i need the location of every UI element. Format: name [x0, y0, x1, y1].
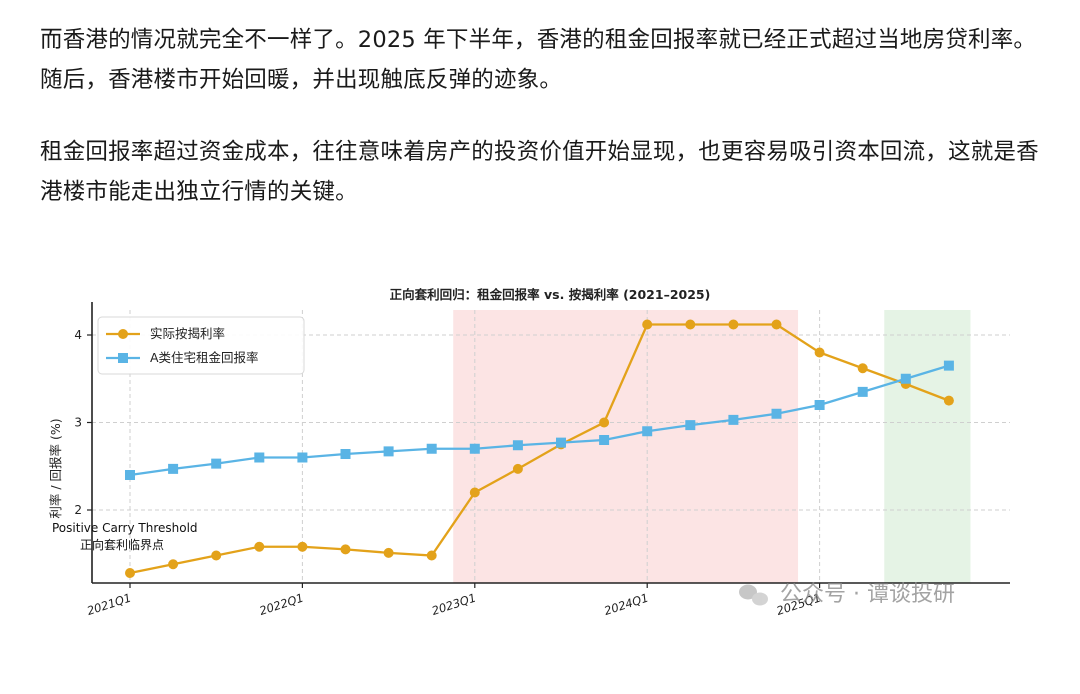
y-tick-label: 4: [74, 328, 82, 342]
data-point-rental: [512, 440, 523, 451]
data-point-rental: [599, 435, 610, 445]
x-tick-label: 2023Q1: [430, 591, 478, 618]
x-tick-label: 2022Q1: [258, 591, 306, 618]
data-point-mortgage: [125, 568, 135, 578]
series-line-1: [129, 364, 950, 477]
chart-title: 正向套利回归：租金回报率 vs. 按揭利率 (2021–2025): [390, 287, 711, 302]
paragraph-2: 租金回报率超过资金成本，往往意味着房产的投资价值开始显现，也更容易吸引资本回流，…: [40, 139, 1039, 205]
data-point-rental: [168, 463, 179, 474]
legend-label: 实际按揭利率: [150, 326, 225, 341]
data-point-mortgage: [340, 544, 351, 555]
threshold-annotation-line-2: 正向套利临界点: [80, 537, 164, 552]
data-point-rental: [254, 452, 265, 463]
data-point-rental: [857, 386, 868, 397]
wechat-icon: [739, 584, 768, 606]
paragraph-1: 而香港的情况就完全不一样了。2025 年下半年，香港的租金回报率就已经正式超过当…: [40, 27, 1037, 93]
data-point-rental: [556, 437, 566, 448]
data-point-mortgage: [857, 363, 868, 374]
data-point-mortgage: [728, 319, 739, 330]
legend-marker-square: [118, 353, 128, 363]
data-point-rental: [771, 408, 782, 419]
article-body: 而香港的情况就完全不一样了。2025 年下半年，香港的租金回报率就已经正式超过当…: [40, 20, 1050, 212]
data-point-rental: [340, 449, 351, 459]
data-point-rental: [383, 446, 394, 457]
legend-marker-circle: [118, 329, 128, 339]
data-point-mortgage: [254, 541, 265, 552]
data-point-rental: [814, 400, 825, 410]
legend-box: [97, 316, 305, 375]
data-point-rental: [728, 414, 739, 425]
y-tick-label: 2: [74, 503, 82, 517]
x-tick-label: 2021Q1: [85, 591, 133, 618]
data-point-mortgage: [297, 541, 308, 552]
data-point-rental: [297, 452, 308, 463]
data-point-mortgage: [642, 319, 653, 330]
shaded-region-green: [884, 310, 971, 583]
data-point-mortgage: [512, 463, 523, 474]
data-point-rental: [211, 458, 222, 469]
data-point-mortgage: [469, 487, 480, 498]
data-point-mortgage: [771, 319, 782, 330]
data-point-mortgage: [814, 347, 825, 358]
data-point-rental: [900, 373, 911, 384]
data-point-mortgage: [211, 550, 222, 561]
data-point-rental: [642, 426, 653, 437]
series-line-0: [129, 323, 950, 575]
threshold-annotation-line-1: Positive Carry Threshold: [52, 521, 198, 535]
data-point-mortgage: [943, 395, 954, 406]
watermark-text: 公众号 · 谭谈投研: [780, 582, 955, 607]
data-point-rental: [685, 420, 696, 431]
chart-figure: 2 3 4 2021Q1 2022Q1 2023Q1 2024Q1 2025Q1 利率 / 回…: [0, 270, 1080, 690]
data-point-mortgage: [685, 319, 696, 330]
data-point-mortgage: [599, 417, 610, 428]
data-point-mortgage: [168, 559, 179, 570]
y-tick-label: 3: [74, 416, 82, 430]
data-point-rental: [469, 443, 480, 454]
x-tick-label: 2024Q1: [602, 591, 650, 618]
y-axis-label: 利率 / 回报率 (%): [48, 418, 63, 518]
data-point-mortgage: [426, 550, 437, 561]
data-point-rental: [943, 360, 954, 371]
data-point-rental: [125, 470, 135, 480]
legend-label: A类住宅租金回报率: [150, 350, 259, 365]
data-point-rental: [426, 443, 437, 454]
data-point-mortgage: [383, 547, 394, 558]
